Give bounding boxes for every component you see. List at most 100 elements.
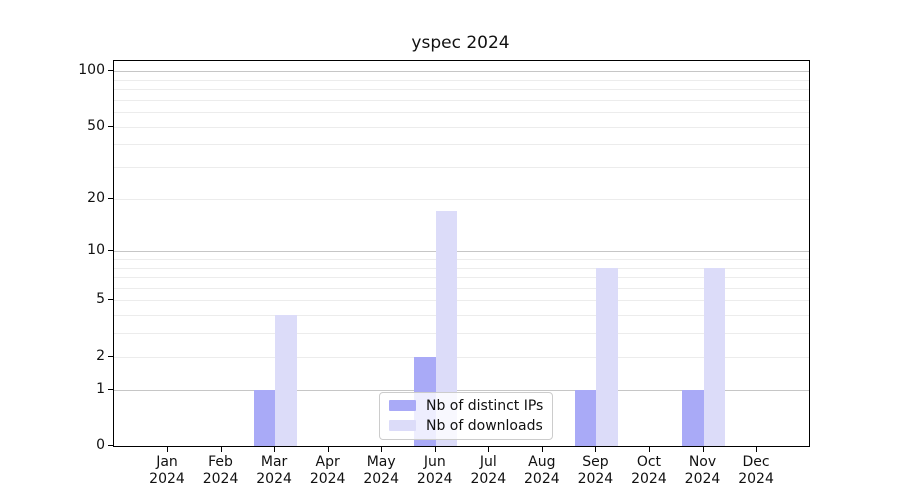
x-axis-tick-label: Sep 2024 — [563, 454, 627, 488]
gridline-minor — [114, 112, 809, 114]
gridline-major — [114, 389, 809, 391]
x-axis-tick — [541, 446, 543, 452]
plot-area — [113, 60, 810, 447]
x-axis-tick-label: Jan 2024 — [135, 454, 199, 488]
gridline-minor — [114, 277, 809, 279]
x-axis-tick-label: May 2024 — [349, 454, 413, 488]
x-axis-tick — [220, 446, 222, 452]
bar-distinct-ips — [574, 389, 597, 446]
gridline-minor — [114, 126, 809, 128]
x-axis-tick — [595, 446, 597, 452]
x-tick-year: 2024 — [684, 471, 721, 487]
y-axis-tick — [108, 299, 113, 301]
legend-item: Nb of distinct IPs — [389, 397, 543, 414]
x-tick-year: 2024 — [256, 471, 292, 487]
x-tick-month: Mar — [260, 454, 288, 470]
gridline-minor — [114, 144, 809, 146]
legend-label: Nb of downloads — [426, 417, 543, 434]
gridline-minor — [114, 315, 809, 317]
x-tick-month: Feb — [208, 454, 233, 470]
gridline-minor — [114, 89, 809, 91]
x-tick-month: Jan — [156, 454, 178, 470]
y-axis-tick-label: 10 — [87, 242, 105, 259]
x-axis-tick-label: Feb 2024 — [189, 454, 253, 488]
y-axis-tick-label: 5 — [96, 291, 105, 308]
x-axis-tick — [167, 446, 168, 452]
gridline-minor — [114, 287, 809, 289]
gridline-minor — [114, 356, 809, 358]
x-axis-tick-label: Jul 2024 — [456, 454, 520, 488]
x-axis-tick — [381, 446, 383, 452]
x-axis-tick — [434, 446, 436, 452]
gridline-minor — [114, 198, 809, 200]
x-tick-year: 2024 — [524, 471, 560, 487]
x-tick-year: 2024 — [149, 471, 185, 487]
y-axis-tick-label: 2 — [96, 347, 105, 364]
x-tick-month: Apr — [315, 454, 340, 470]
x-axis-tick-label: Apr 2024 — [296, 454, 360, 488]
x-tick-month: Jun — [423, 454, 446, 470]
chart-legend: Nb of distinct IPs Nb of downloads — [379, 392, 554, 440]
x-axis-tick — [327, 446, 329, 452]
y-axis-tick — [108, 388, 113, 390]
bar-downloads — [435, 211, 458, 446]
bar-distinct-ips — [253, 389, 276, 446]
x-axis-tick — [488, 446, 490, 452]
y-axis-tick — [108, 125, 113, 127]
x-axis-tick — [756, 446, 758, 452]
x-axis-tick — [702, 446, 704, 452]
y-axis-tick — [108, 445, 113, 446]
x-axis-tick-label: Mar 2024 — [242, 454, 306, 488]
x-tick-year: 2024 — [470, 471, 507, 487]
gridline-minor — [114, 259, 809, 260]
legend-swatch — [389, 400, 416, 411]
x-tick-year: 2024 — [363, 471, 399, 487]
x-axis-tick-label: Nov 2024 — [671, 454, 735, 488]
chart-title: yspec 2024 — [411, 33, 510, 53]
y-axis-tick — [108, 70, 113, 72]
bar-downloads — [596, 267, 618, 446]
legend-label: Nb of distinct IPs — [426, 397, 544, 414]
x-axis-tick-label: Jun 2024 — [403, 454, 467, 488]
x-tick-year: 2024 — [309, 471, 346, 487]
gridline-minor — [114, 267, 809, 269]
y-axis-tick-label: 0 — [96, 437, 105, 453]
y-axis-tick-label: 50 — [87, 117, 105, 134]
gridline-minor — [114, 79, 809, 81]
gridline-major — [114, 251, 809, 253]
gridline-minor — [114, 333, 809, 335]
gridline-major — [114, 71, 809, 73]
x-axis-tick-label: Dec 2024 — [724, 454, 788, 488]
x-tick-year: 2024 — [577, 471, 614, 487]
x-tick-year: 2024 — [202, 471, 239, 487]
x-tick-month: Aug — [528, 454, 556, 470]
y-axis-tick-label: 100 — [78, 62, 105, 79]
x-tick-month: May — [366, 454, 396, 470]
x-tick-year: 2024 — [631, 471, 667, 487]
x-axis-tick-label: Aug 2024 — [510, 454, 574, 488]
bar-downloads — [703, 267, 725, 446]
x-axis-tick — [274, 446, 276, 452]
y-axis-tick — [108, 197, 113, 199]
y-axis-tick — [108, 355, 113, 357]
bar-downloads — [275, 315, 297, 446]
x-axis-tick-label: Oct 2024 — [617, 454, 681, 488]
y-axis-tick — [108, 250, 113, 252]
gridline-minor — [114, 300, 809, 302]
x-tick-month: Dec — [742, 454, 770, 470]
legend-swatch — [389, 420, 416, 431]
gridline-minor — [114, 99, 809, 101]
gridline-minor — [114, 167, 809, 169]
x-tick-year: 2024 — [416, 471, 453, 487]
x-tick-month: Nov — [688, 454, 717, 470]
x-tick-year: 2024 — [738, 471, 774, 487]
y-axis-tick-label: 1 — [96, 380, 105, 397]
x-tick-month: Jul — [479, 454, 497, 470]
y-axis-tick-label: 20 — [87, 189, 105, 206]
x-axis-tick — [648, 446, 650, 452]
x-tick-month: Oct — [636, 454, 662, 470]
x-tick-month: Sep — [582, 454, 609, 470]
legend-item: Nb of downloads — [389, 417, 543, 434]
bar-distinct-ips — [682, 389, 704, 446]
